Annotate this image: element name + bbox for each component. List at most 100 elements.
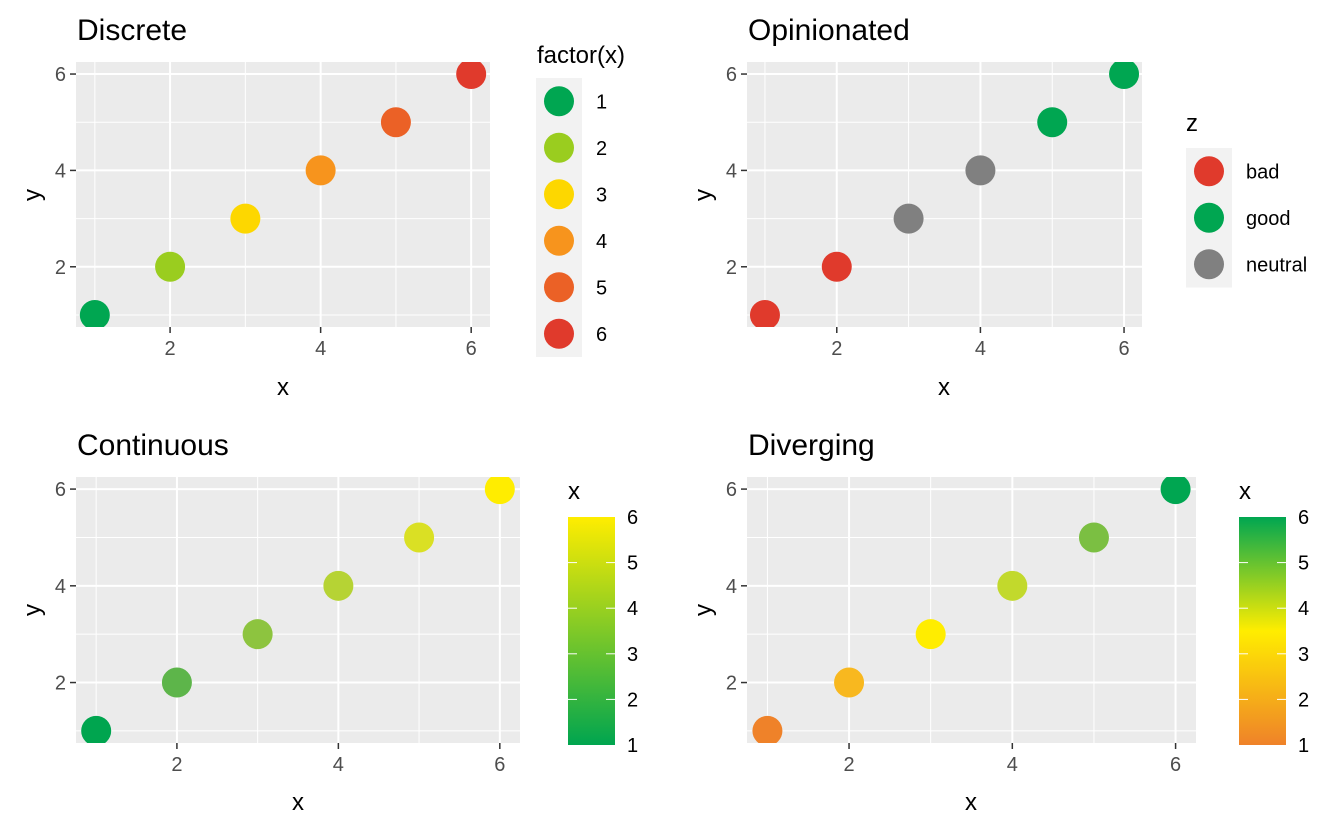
panel-background (747, 477, 1196, 743)
x-tick-label: 2 (843, 754, 854, 776)
x-axis-title: x (965, 789, 977, 816)
data-point (965, 155, 996, 186)
y-tick-label: 6 (726, 479, 737, 501)
y-tick-label: 4 (55, 160, 66, 182)
data-point (230, 203, 261, 234)
points-layer (81, 477, 515, 743)
colorbar-label: 4 (627, 598, 638, 620)
data-point (161, 667, 192, 698)
x-tick-label: 2 (171, 754, 182, 776)
panel-opinionated: Opinionated 2 4 6 2 4 6 x y z bad good neutral (690, 14, 1307, 401)
legend-key (544, 318, 574, 349)
y-tick-label: 2 (55, 673, 66, 695)
legend-label: 1 (596, 91, 607, 113)
panel-title: Diverging (748, 429, 875, 462)
x-tick-label: 4 (315, 338, 326, 360)
data-point (242, 619, 273, 650)
y-tick-label: 4 (55, 576, 66, 598)
y-axis-title: y (690, 189, 717, 201)
y-tick-label: 4 (726, 160, 737, 182)
data-point (380, 107, 411, 138)
legend-label: bad (1246, 161, 1279, 183)
legend-key (544, 179, 574, 210)
panel-background (76, 477, 520, 743)
y-tick-label: 6 (55, 64, 66, 86)
legend-key (1194, 156, 1224, 187)
colorbar (1239, 517, 1286, 745)
points-layer (79, 62, 487, 327)
legend-label: good (1246, 208, 1291, 230)
points-layer (749, 62, 1140, 327)
colorbar-label: 6 (1298, 507, 1309, 529)
legend-key (544, 225, 574, 256)
legend-title: x (568, 478, 580, 505)
colorbar-label: 1 (1298, 735, 1309, 757)
x-tick-label: 6 (1170, 754, 1181, 776)
data-point (484, 477, 515, 505)
x-tick-label: 2 (831, 338, 842, 360)
legend-label: 4 (596, 231, 607, 253)
data-point (1078, 522, 1109, 553)
y-axis-title: y (19, 604, 46, 616)
panel-diverging: Diverging 2 4 6 2 4 6 x y x 1 2 3 4 5 6 (690, 429, 1309, 816)
data-point (834, 667, 865, 698)
panel-background (76, 62, 490, 327)
legend-key (544, 86, 574, 117)
data-point (1037, 107, 1068, 138)
y-tick-label: 6 (55, 479, 66, 501)
colorbar-label: 6 (627, 507, 638, 529)
colorbar-label: 2 (1298, 689, 1309, 711)
data-point (456, 62, 487, 90)
legend-title: factor(x) (537, 42, 625, 69)
legend-label: neutral (1246, 254, 1307, 276)
colorbar-label: 1 (627, 735, 638, 757)
data-point (997, 570, 1028, 601)
legend-key (1194, 202, 1224, 233)
data-point (821, 251, 852, 282)
data-point (323, 570, 354, 601)
data-point (749, 299, 780, 327)
panel-title: Continuous (77, 429, 229, 462)
legend-label: 3 (596, 184, 607, 206)
legend-label: 5 (596, 277, 607, 299)
legend-title: x (1239, 478, 1251, 505)
data-point (305, 155, 336, 186)
colorbar (568, 517, 615, 745)
panel-title: Discrete (77, 14, 187, 47)
x-tick-label: 4 (975, 338, 986, 360)
colorbar-label: 5 (1298, 553, 1309, 575)
x-axis-title: x (277, 374, 289, 401)
colorbar-label: 2 (627, 689, 638, 711)
panel-title: Opinionated (748, 14, 910, 47)
legend-key (1194, 249, 1224, 280)
y-tick-label: 2 (55, 257, 66, 279)
colorbar-label: 3 (1298, 644, 1309, 666)
x-tick-label: 4 (1007, 754, 1018, 776)
legend-key (544, 272, 574, 303)
data-point (155, 251, 186, 282)
legend-title: z (1186, 110, 1198, 137)
x-tick-label: 4 (333, 754, 344, 776)
y-tick-label: 2 (726, 257, 737, 279)
x-tick-label: 6 (1118, 338, 1129, 360)
panel-continuous: Continuous 2 4 6 2 4 6 x y x 1 2 3 4 5 6 (19, 429, 638, 816)
legend-label: 2 (596, 138, 607, 160)
legend-key (544, 132, 574, 163)
y-axis-title: y (690, 604, 717, 616)
data-point (752, 715, 783, 743)
data-point (1109, 62, 1140, 90)
legend-key-background (536, 78, 582, 357)
panel-discrete: Discrete 2 4 6 2 4 6 x y factor(x) 1 2 3 4 5 6 (19, 14, 625, 401)
colorbar-label: 4 (1298, 598, 1309, 620)
x-axis-title: x (938, 374, 950, 401)
x-tick-label: 6 (466, 338, 477, 360)
panel-background (747, 62, 1142, 327)
data-point (915, 619, 946, 650)
y-axis-title: y (19, 189, 46, 201)
data-point (893, 203, 924, 234)
data-point (79, 299, 110, 327)
points-layer (752, 477, 1191, 743)
colorbar-label: 5 (627, 553, 638, 575)
data-point (404, 522, 435, 553)
